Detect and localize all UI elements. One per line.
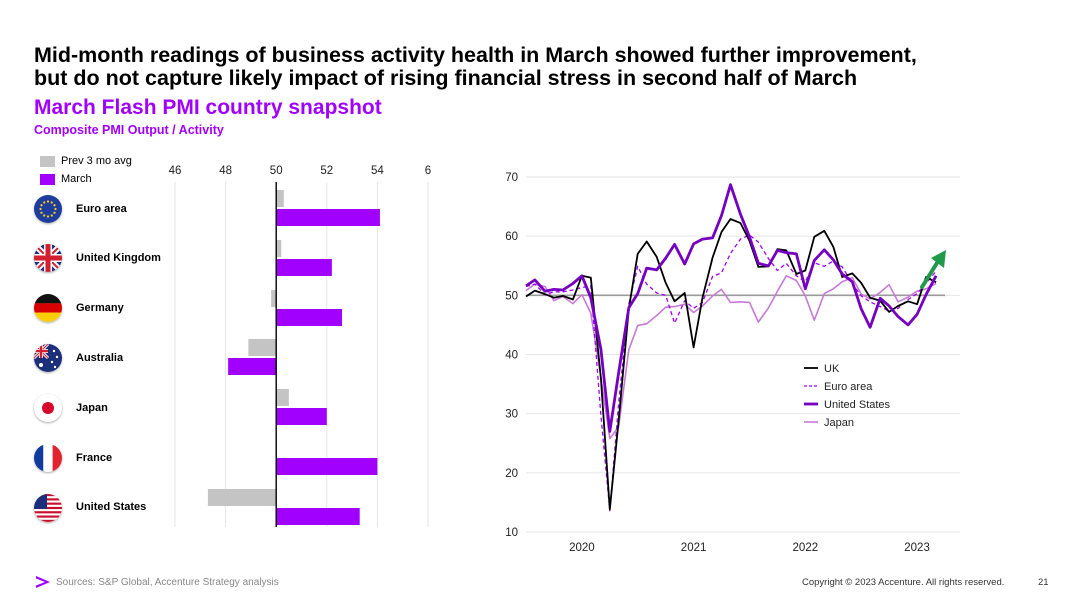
country-label-france: France: [76, 452, 113, 464]
bar-axis-tick-label: 52: [320, 165, 333, 177]
eu-flag-icon: [34, 195, 62, 223]
japan-flag-icon: [34, 394, 62, 422]
france-flag-icon: [34, 444, 62, 472]
legend-swatch-prev: [40, 155, 55, 167]
bar-axis-tick-label: 48: [219, 165, 232, 177]
line-x-tick-label: 2020: [569, 542, 595, 554]
section-title: March Flash PMI country snapshot: [34, 96, 382, 119]
line-y-tick-label: 60: [505, 231, 518, 243]
bar-axis-tick-label: 6: [425, 165, 431, 177]
bar-axis-tick-label: 54: [371, 165, 384, 177]
line-series-euro-area: [525, 234, 937, 512]
legend-label-prev: Prev 3 mo avg: [61, 155, 132, 167]
country-label-euro-area: Euro area: [76, 203, 127, 215]
line-y-tick-label: 70: [505, 172, 518, 184]
bar-axis-tick-label: 46: [169, 165, 182, 177]
legend-swatch-march: [40, 173, 55, 185]
headline-line-1: Mid-month readings of business activity …: [34, 43, 917, 67]
legend-label-march: March: [61, 173, 92, 185]
bar-march: [276, 309, 342, 326]
line-series-us: [525, 183, 938, 433]
bar-prev-3mo: [248, 339, 277, 356]
line-y-tick-label: 10: [505, 527, 518, 539]
bar-prev-3mo: [271, 290, 277, 307]
accenture-logo-icon: [36, 576, 50, 588]
line-x-tick-label: 2023: [904, 542, 930, 554]
page-number: 21: [1038, 577, 1049, 588]
country-label-germany: Germany: [76, 302, 124, 314]
bar-march: [228, 358, 277, 375]
footer-sources: Sources: S&P Global, Accenture Strategy …: [56, 577, 279, 588]
headline-line-2: but do not capture likely impact of risi…: [34, 66, 858, 90]
country-label-us: United States: [76, 501, 147, 513]
country-label-japan: Japan: [76, 402, 108, 414]
australia-flag-icon: [34, 344, 62, 372]
bar-march: [276, 458, 378, 475]
bar-prev-3mo: [276, 190, 284, 207]
country-label-australia: Australia: [76, 352, 124, 364]
footer-copyright: Copyright © 2023 Accenture. All rights r…: [802, 577, 1005, 588]
country-label-uk: United Kingdom: [76, 252, 161, 264]
line-legend-label: Euro area: [824, 381, 873, 393]
page-headline: Mid-month readings of business activity …: [34, 44, 1044, 90]
us-flag-icon: [34, 494, 62, 522]
section-subtitle: Composite PMI Output / Activity: [34, 123, 224, 137]
line-y-tick-label: 50: [505, 290, 518, 302]
line-y-tick-label: 30: [505, 409, 518, 421]
line-legend-label: United States: [824, 399, 891, 411]
bar-march: [276, 259, 332, 276]
bar-prev-3mo: [276, 240, 282, 257]
line-y-tick-label: 20: [505, 468, 518, 480]
line-series-uk: [525, 218, 937, 511]
trend-arrow-shaft: [920, 261, 939, 289]
bar-march: [276, 408, 327, 425]
line-y-tick-label: 40: [505, 350, 518, 362]
line-x-tick-label: 2022: [793, 542, 819, 554]
germany-flag-icon: [34, 294, 62, 322]
line-legend-label: Japan: [824, 417, 854, 429]
bar-chart-legend: Prev 3 mo avg March: [40, 152, 132, 188]
bar-march: [276, 209, 380, 226]
legend-item-prev: Prev 3 mo avg: [40, 152, 132, 170]
line-legend-label: UK: [824, 363, 840, 375]
uk-flag-icon: [34, 244, 62, 272]
bar-axis-tick-label: 50: [270, 165, 283, 177]
legend-item-march: March: [40, 170, 132, 188]
bar-prev-3mo: [207, 489, 277, 506]
bar-march: [276, 508, 360, 525]
line-x-tick-label: 2021: [681, 542, 707, 554]
bar-prev-3mo: [276, 389, 289, 406]
trend-arrow-icon: [931, 250, 946, 268]
